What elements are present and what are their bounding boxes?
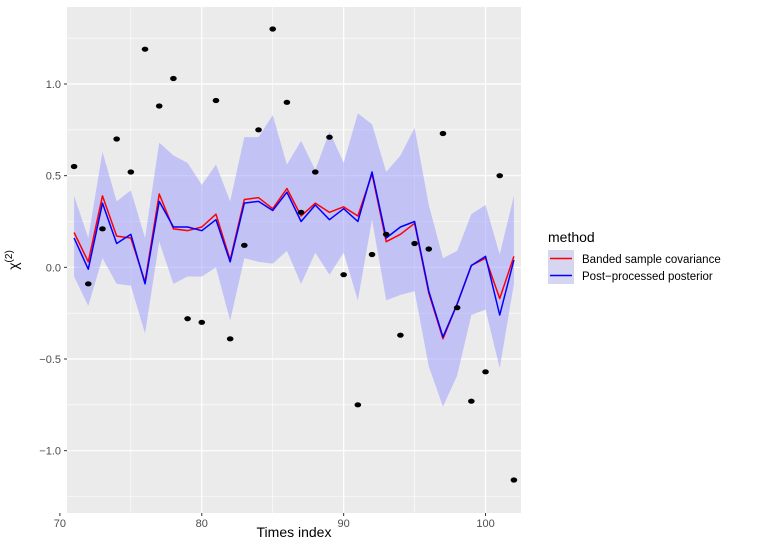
series-lines (73, 171, 515, 340)
data-point (113, 136, 120, 142)
legend-item-posterior: Post−processed posterior (548, 267, 713, 284)
y-axis-title-main: χ (5, 262, 21, 270)
y-axis: −1.0 −0.5 0.0 0.5 1.0 (39, 79, 67, 458)
x-tick-label: 80 (196, 518, 208, 530)
data-point (397, 332, 404, 338)
data-point (99, 226, 106, 232)
data-point (212, 97, 220, 104)
data-point (198, 319, 206, 325)
data-point (269, 26, 277, 32)
y-axis-title: χ(2) (4, 250, 21, 270)
y-tick-label: 0.0 (46, 262, 61, 274)
data-point (453, 305, 461, 311)
data-point (141, 46, 149, 52)
legend: method Banded sample covariance Post−pro… (548, 229, 721, 284)
data-point (170, 75, 177, 82)
x-tick-label: 70 (54, 518, 66, 530)
x-axis-title: Times index (257, 524, 332, 540)
x-tick-label: 90 (338, 518, 350, 530)
data-point (411, 240, 418, 247)
data-point (510, 477, 518, 483)
data-point (468, 398, 475, 404)
legend-title: method (548, 229, 595, 245)
data-point (425, 246, 433, 252)
data-point (482, 369, 489, 375)
data-point (326, 134, 333, 140)
credible-band (74, 113, 514, 407)
data-point (241, 242, 248, 248)
y-tick-label: −0.5 (39, 354, 61, 366)
legend-label-posterior: Post−processed posterior (582, 271, 713, 283)
data-point (311, 169, 319, 175)
y-axis-title-superscript: (2) (4, 250, 15, 262)
legend-item-banded: Banded sample covariance (548, 250, 721, 267)
data-point (283, 99, 291, 105)
data-point (368, 251, 376, 258)
data-point (340, 272, 347, 278)
series-line-posterior (73, 171, 515, 338)
y-tick-label: 0.5 (46, 171, 61, 183)
data-point (84, 281, 92, 287)
y-tick-label: −1.0 (39, 446, 61, 458)
data-point (354, 402, 362, 408)
data-point (255, 127, 262, 133)
data-point (127, 169, 135, 175)
x-axis: 70 80 90 100 (54, 513, 495, 530)
x-tick-label: 100 (476, 518, 494, 530)
data-point (70, 163, 78, 170)
data-point (184, 316, 191, 322)
data-point (155, 103, 163, 109)
data-point (226, 336, 234, 342)
data-point (439, 130, 447, 137)
confidence-band (74, 113, 514, 407)
data-point (496, 173, 504, 179)
data-points (70, 26, 518, 483)
y-tick-label: 1.0 (46, 79, 61, 91)
data-point (382, 231, 390, 237)
legend-label-banded: Banded sample covariance (582, 254, 721, 266)
data-point (297, 209, 305, 215)
svg-text:χ(2): χ(2) (4, 250, 21, 270)
